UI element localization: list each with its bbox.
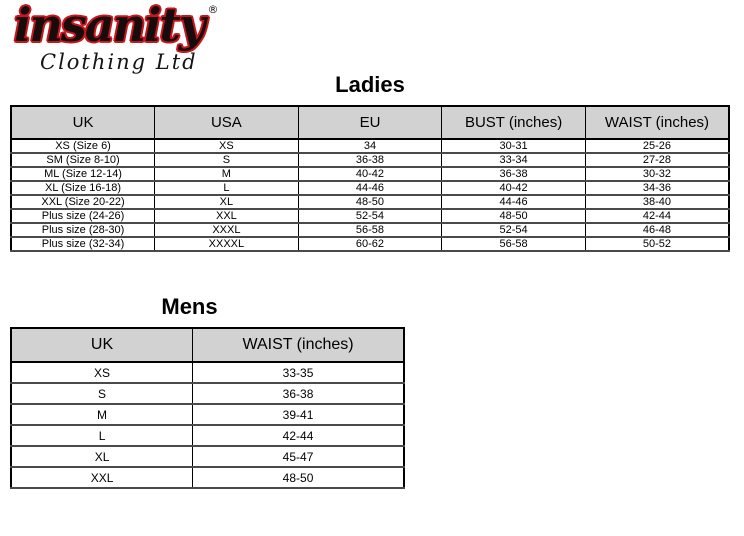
table-row: XXL 48-50	[10, 466, 405, 489]
registered-trademark-icon: ®	[207, 3, 219, 16]
brand-name: insanity	[14, 0, 206, 52]
table-row: ML (Size 12-14) M 40-42 36-38 30-32	[10, 166, 730, 182]
ladies-section: Ladies UK USA EU BUST (inches) WAIST (inches…	[10, 72, 730, 252]
mens-title: Mens	[161, 294, 218, 319]
column-header-cell: EU	[297, 105, 443, 140]
table-cell: Plus size (32-34)	[10, 236, 156, 252]
table-row: Plus size (24-26) XXL 52-54 48-50 42-44	[10, 208, 730, 224]
table-cell: 30-32	[584, 166, 730, 182]
table-cell: 34-36	[584, 180, 730, 196]
table-cell: 34	[297, 138, 443, 154]
table-cell: S	[10, 382, 194, 405]
table-cell: 52-54	[297, 208, 443, 224]
table-cell: 25-26	[584, 138, 730, 154]
table-cell: M	[154, 166, 299, 182]
table-cell: SM (Size 8-10)	[10, 152, 156, 168]
ladies-header-row: UK USA EU BUST (inches) WAIST (inches)	[10, 105, 730, 140]
table-cell: 52-54	[441, 222, 586, 238]
table-cell: 48-50	[297, 194, 443, 210]
table-row: XXL (Size 20-22) XL 48-50 44-46 38-40	[10, 194, 730, 210]
table-row: XL 45-47	[10, 445, 405, 468]
table-cell: 39-41	[192, 403, 405, 426]
table-cell: 27-28	[584, 152, 730, 168]
column-header-cell: UK	[10, 327, 194, 363]
table-cell: L	[10, 424, 194, 447]
table-row: M 39-41	[10, 403, 405, 426]
table-cell: 36-38	[441, 166, 586, 182]
mens-section: Mens UK WAIST (inches) XS 33-35 S 36-38 M 39-4…	[10, 294, 405, 489]
table-cell: 48-50	[192, 466, 405, 489]
table-cell: XL	[154, 194, 299, 210]
column-header-cell: USA	[154, 105, 299, 140]
brand-logo: insanity ® Clothing Ltd	[14, 2, 234, 74]
table-cell: L	[154, 180, 299, 196]
table-cell: 60-62	[297, 236, 443, 252]
table-cell: 36-38	[297, 152, 443, 168]
column-header-cell: UK	[10, 105, 156, 140]
table-cell: 45-47	[192, 445, 405, 468]
table-cell: XXL (Size 20-22)	[10, 194, 156, 210]
table-row: SM (Size 8-10) S 36-38 33-34 27-28	[10, 152, 730, 168]
table-cell: 56-58	[297, 222, 443, 238]
table-cell: Plus size (28-30)	[10, 222, 156, 238]
ladies-table-body: XS (Size 6) XS 34 30-31 25-26 SM (Size 8-10) S…	[10, 138, 730, 252]
table-row: Plus size (32-34) XXXXL 60-62 56-58 50-52	[10, 236, 730, 252]
table-cell: 46-48	[584, 222, 730, 238]
table-cell: 30-31	[441, 138, 586, 154]
table-cell: 48-50	[441, 208, 586, 224]
table-cell: 50-52	[584, 236, 730, 252]
table-cell: Plus size (24-26)	[10, 208, 156, 224]
table-cell: M	[10, 403, 194, 426]
table-row: S 36-38	[10, 382, 405, 405]
table-cell: 33-34	[441, 152, 586, 168]
table-cell: 40-42	[297, 166, 443, 182]
table-cell: 40-42	[441, 180, 586, 196]
table-row: XS (Size 6) XS 34 30-31 25-26	[10, 138, 730, 154]
column-header-cell: WAIST (inches)	[584, 105, 730, 140]
table-row: L 42-44	[10, 424, 405, 447]
table-cell: ML (Size 12-14)	[10, 166, 156, 182]
table-cell: XS (Size 6)	[10, 138, 156, 154]
table-cell: 33-35	[192, 361, 405, 384]
table-row: XL (Size 16-18) L 44-46 40-42 34-36	[10, 180, 730, 196]
table-cell: XS	[154, 138, 299, 154]
table-cell: S	[154, 152, 299, 168]
column-header-cell: WAIST (inches)	[192, 327, 405, 363]
table-row: Plus size (28-30) XXXL 56-58 52-54 46-48	[10, 222, 730, 238]
table-cell: XL (Size 16-18)	[10, 180, 156, 196]
table-cell: 44-46	[297, 180, 443, 196]
brand-subtitle: Clothing Ltd	[40, 50, 198, 74]
table-cell: XXXXL	[154, 236, 299, 252]
table-cell: XXL	[154, 208, 299, 224]
table-cell: 44-46	[441, 194, 586, 210]
table-cell: 36-38	[192, 382, 405, 405]
table-cell: XS	[10, 361, 194, 384]
table-cell: 38-40	[584, 194, 730, 210]
table-cell: XXL	[10, 466, 194, 489]
table-cell: XL	[10, 445, 194, 468]
table-row: XS 33-35	[10, 361, 405, 384]
table-cell: 42-44	[192, 424, 405, 447]
mens-size-table: UK WAIST (inches) XS 33-35 S 36-38 M 39-41 L 42-…	[10, 327, 405, 489]
table-cell: 56-58	[441, 236, 586, 252]
ladies-title: Ladies	[335, 72, 405, 97]
mens-header-row: UK WAIST (inches)	[10, 327, 405, 363]
table-cell: XXXL	[154, 222, 299, 238]
table-cell: 42-44	[584, 208, 730, 224]
column-header-cell: BUST (inches)	[441, 105, 586, 140]
mens-table-body: XS 33-35 S 36-38 M 39-41 L 42-44 XL 45-47 XXL 48-50	[10, 361, 405, 489]
ladies-size-table: UK USA EU BUST (inches) WAIST (inches) XS (S…	[10, 105, 730, 252]
